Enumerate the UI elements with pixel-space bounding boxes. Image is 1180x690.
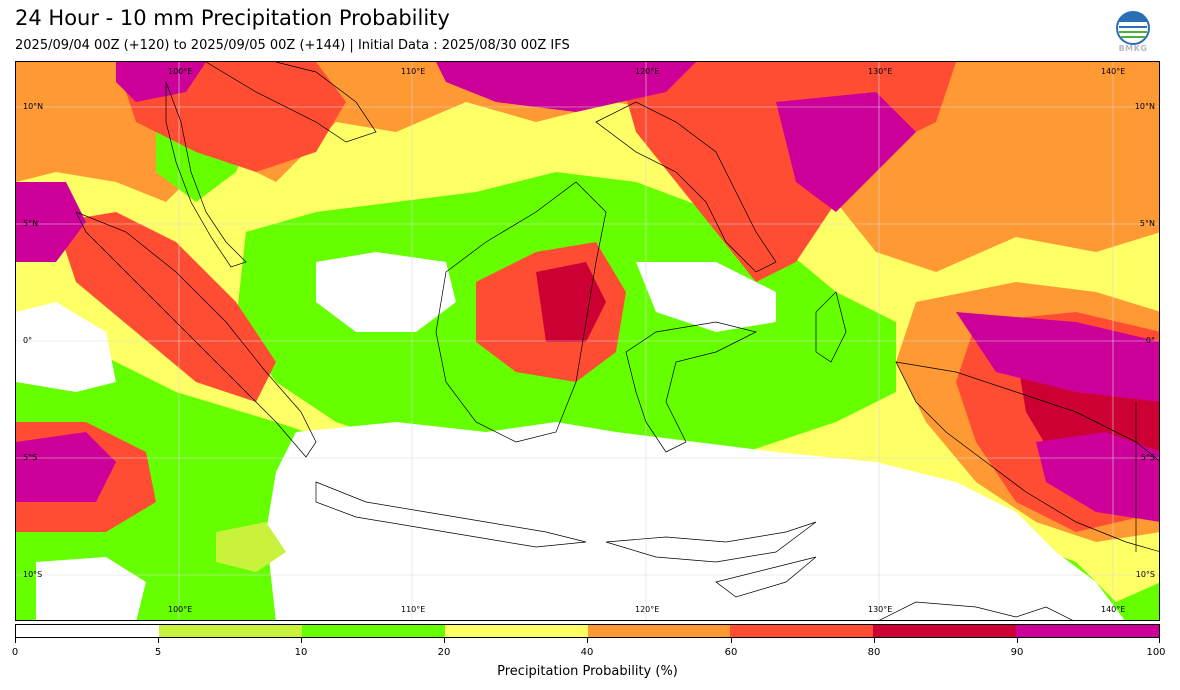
lat-label-right: 10°N (1134, 102, 1155, 111)
lon-label-bottom: 120°E (635, 605, 660, 614)
coast-borneo (435, 181, 607, 443)
lat-label-right: 0° (1145, 336, 1155, 345)
colorbar-tick-label: 80 (867, 647, 881, 658)
coast-timor (715, 556, 817, 598)
lon-label-top: 120°E (635, 67, 660, 76)
colorbar-segment (444, 625, 588, 637)
colorbar-tick-label: 90 (1010, 647, 1024, 658)
colorbar-tick-mark (444, 638, 445, 643)
colorbar-tick-label: 100 (1146, 647, 1166, 658)
colorbar-segment (730, 625, 874, 637)
field-white-java-sea (266, 422, 1125, 620)
colorbar-segment (16, 625, 159, 637)
field-white-sw (36, 557, 146, 620)
probability-field (16, 62, 1159, 620)
colorbar-tick-label: 20 (437, 647, 451, 658)
colorbar-tick-mark (587, 638, 588, 643)
lat-label-right: 10°S (1135, 570, 1155, 579)
field-magenta-north (116, 62, 206, 102)
field-white-celebes (636, 262, 776, 332)
lat-label-right: 5°N (1139, 219, 1155, 228)
colorbar-tick-label: 40 (580, 647, 594, 658)
lon-label-top: 110°E (401, 67, 426, 76)
colorbar-tick-mark (1159, 638, 1160, 643)
lat-label-left: 5°S (23, 453, 38, 462)
field-magenta-papua (956, 312, 1159, 402)
lat-label-left: 10°S (23, 570, 43, 579)
lat-label-left: 0° (23, 336, 33, 345)
coast-australia (879, 601, 1073, 620)
coast-philippines (595, 101, 777, 273)
graticule (16, 62, 1159, 620)
lon-label-top: 130°E (868, 67, 893, 76)
coast-malay-peninsula (165, 81, 247, 268)
field-magenta-east (776, 92, 916, 212)
colorbar-tick-label: 60 (724, 647, 738, 658)
lat-label-left: 10°N (23, 102, 44, 111)
colorbar (15, 624, 1160, 638)
coastlines (75, 62, 1159, 620)
colorbar-segment (587, 625, 731, 637)
coast-java (315, 481, 587, 548)
field-white-west (16, 302, 116, 392)
colorbar-tick-label: 10 (294, 647, 308, 658)
map-title: 24 Hour - 10 mm Precipitation Probabilit… (15, 6, 450, 30)
colorbar-tick-label: 5 (154, 647, 162, 658)
field-lime-patch (216, 522, 286, 572)
lon-label-bottom: 110°E (401, 605, 426, 614)
field-magenta-west (16, 182, 86, 262)
colorbar-segment (158, 625, 302, 637)
colorbar-tick-mark (731, 638, 732, 643)
field-crimson-borneo (536, 262, 606, 342)
colorbar-tick-mark (158, 638, 159, 643)
lon-label-bottom: 140°E (1101, 605, 1126, 614)
colorbar-segment (301, 625, 445, 637)
lon-label-bottom: 130°E (868, 605, 893, 614)
precipitation-map: 100°E 110°E 120°E 130°E 140°E 100°E 110°… (15, 61, 1160, 621)
colorbar-tick-mark (874, 638, 875, 643)
map-subtitle: 2025/09/04 00Z (+120) to 2025/09/05 00Z … (15, 38, 570, 53)
field-magenta-ne (436, 62, 696, 112)
lon-label-bottom: 100°E (168, 605, 193, 614)
colorbar-tick-mark (15, 638, 16, 643)
colorbar-tick-label: 0 (11, 647, 19, 658)
coast-sumatra (75, 211, 317, 458)
lat-label-left: 5°N (23, 219, 39, 228)
colorbar-segment (1016, 625, 1159, 637)
field-red-sumatra (56, 212, 276, 402)
colorbar-tick-mark (1017, 638, 1018, 643)
field-magenta-sw (16, 432, 116, 502)
lon-label-top: 100°E (168, 67, 193, 76)
field-magenta-papua-south (1036, 432, 1159, 522)
coast-lesser-sunda (605, 521, 817, 563)
colorbar-segment (873, 625, 1017, 637)
bmkg-logo-icon (1116, 11, 1150, 45)
lat-label-right: 5°S (1140, 453, 1155, 462)
coast-halmahera (815, 291, 847, 363)
colorbar-label: Precipitation Probability (%) (497, 664, 678, 679)
colorbar-tick-mark (301, 638, 302, 643)
coast-new-guinea (895, 361, 1159, 552)
lon-label-top: 140°E (1101, 67, 1126, 76)
coast-sulawesi (625, 321, 758, 453)
logo-text: BMKG (1118, 44, 1148, 53)
coast-indochina (205, 62, 377, 143)
field-white-central (316, 252, 456, 332)
